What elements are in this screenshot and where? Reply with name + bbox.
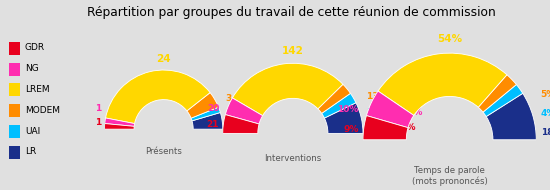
Bar: [9, 42, 20, 55]
Wedge shape: [104, 118, 135, 126]
Bar: [9, 83, 20, 96]
Text: 3: 3: [226, 120, 232, 129]
Wedge shape: [187, 93, 218, 118]
Wedge shape: [363, 116, 408, 140]
Text: 10%: 10%: [402, 108, 422, 117]
Bar: [9, 104, 20, 117]
Text: 12: 12: [366, 108, 379, 117]
Wedge shape: [232, 63, 343, 116]
Wedge shape: [483, 85, 522, 116]
Text: 13: 13: [366, 92, 379, 101]
Text: 9%: 9%: [402, 123, 416, 132]
Text: 18%: 18%: [541, 128, 550, 137]
Text: NG: NG: [25, 64, 39, 73]
Wedge shape: [192, 112, 223, 129]
Bar: [9, 146, 20, 159]
Bar: [9, 63, 20, 75]
Text: 54%: 54%: [437, 34, 462, 44]
Text: Temps de parole
(mots prononcés): Temps de parole (mots prononcés): [412, 166, 487, 186]
Wedge shape: [226, 98, 262, 124]
Text: 1: 1: [95, 118, 102, 127]
Text: 21: 21: [207, 120, 219, 129]
Text: 24: 24: [156, 54, 171, 64]
Wedge shape: [191, 107, 221, 121]
Wedge shape: [223, 115, 259, 133]
Bar: [9, 125, 20, 138]
Wedge shape: [478, 75, 516, 112]
Wedge shape: [322, 93, 356, 118]
Text: UAI: UAI: [25, 127, 40, 135]
Text: 20: 20: [207, 104, 219, 113]
Text: 4%: 4%: [541, 109, 550, 118]
Text: 1: 1: [95, 104, 102, 113]
Text: 35: 35: [366, 123, 379, 132]
Text: 9%: 9%: [343, 125, 359, 134]
Wedge shape: [104, 124, 134, 129]
Wedge shape: [378, 53, 507, 115]
Text: Présents: Présents: [145, 147, 182, 156]
Text: Répartition par groupes du travail de cette réunion de commission: Répartition par groupes du travail de ce…: [87, 6, 496, 19]
Text: 3: 3: [226, 94, 232, 103]
Text: LR: LR: [25, 147, 36, 156]
Text: GDR: GDR: [25, 43, 45, 52]
Text: 1: 1: [226, 107, 232, 116]
Text: 10%: 10%: [337, 105, 359, 114]
Wedge shape: [486, 93, 536, 140]
Wedge shape: [318, 84, 350, 113]
Wedge shape: [106, 70, 210, 124]
Text: Interventions: Interventions: [264, 154, 322, 163]
Wedge shape: [324, 103, 363, 133]
Text: 5%: 5%: [541, 90, 550, 99]
Text: MODEM: MODEM: [25, 106, 60, 115]
Text: LREM: LREM: [25, 85, 50, 94]
Wedge shape: [366, 91, 414, 128]
Text: 142: 142: [282, 46, 304, 56]
